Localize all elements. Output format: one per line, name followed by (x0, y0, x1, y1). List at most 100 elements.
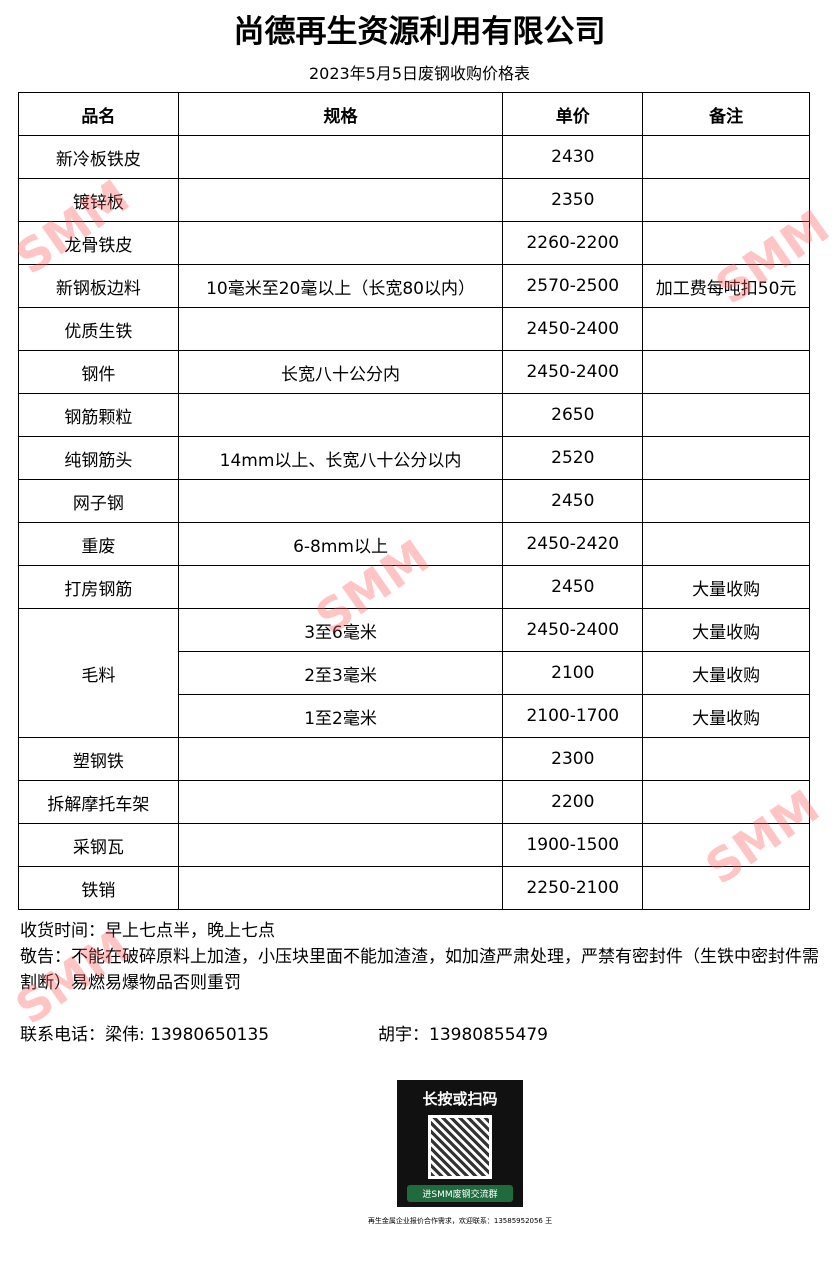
table-cell: 2450-2420 (502, 522, 644, 566)
table-cell: 镀锌板 (18, 178, 179, 222)
table-cell (642, 823, 810, 867)
table-cell: 2430 (502, 135, 644, 179)
table-cell: 龙骨铁皮 (18, 221, 179, 265)
company-title: 尚德再生资源利用有限公司 (233, 14, 606, 50)
table-cell: 2100 (502, 651, 644, 695)
table-cell: 2300 (502, 737, 644, 781)
table-row: 塑钢铁 2300 (18, 737, 810, 781)
table-cell: 3至6毫米 (177, 608, 504, 652)
qr-heading: 长按或扫码 (422, 1090, 498, 1108)
table-cell (642, 522, 810, 566)
table-cell (177, 565, 504, 609)
table-cell (177, 479, 504, 523)
table-cell: 新钢板边料 (18, 264, 179, 308)
table-cell: 14mm以上、长宽八十公分以内 (177, 436, 504, 480)
qr-code-image[interactable] (428, 1115, 492, 1179)
table-cell (642, 350, 810, 394)
table-row: 优质生铁 2450-2400 (18, 307, 810, 351)
table-cell (177, 178, 504, 222)
table-row: 毛料 3至6毫米 2450-2400 大量收购 (18, 608, 810, 738)
table-cell: 网子钢 (18, 479, 179, 523)
table-cell: 大量收购 (642, 651, 810, 695)
qr-badge: 进SMM废钢交流群 (407, 1185, 513, 1202)
column-header: 备注 (642, 92, 810, 136)
table-row: 网子钢 2450 (18, 479, 810, 523)
table-cell: 2200 (502, 780, 644, 824)
column-header: 单价 (502, 92, 644, 136)
warning-text: 敬告：不能在破碎原料上加渣，小压块里面不能加渣渣，如加渣严肃处理，严禁有密封件（… (20, 947, 819, 993)
table-cell: 2570-2500 (502, 264, 644, 308)
table-cell: 拆解摩托车架 (18, 780, 179, 824)
table-cell: 铁销 (18, 866, 179, 910)
table-cell (642, 479, 810, 523)
table-cell: 塑钢铁 (18, 737, 179, 781)
table-cell: 2260-2200 (502, 221, 644, 265)
contact-secondary: 胡宇：13980855479 (378, 1025, 548, 1045)
table-cell (642, 135, 810, 179)
table-cell (642, 780, 810, 824)
table-cell: 钢件 (18, 350, 179, 394)
table-row: 镀锌板 2350 (18, 178, 810, 222)
table-row: 钢筋颗粒 2650 (18, 393, 810, 437)
table-row: 新钢板边料 10毫米至20毫以上（长宽80以内） 2570-2500 加工费每吨扣50… (18, 264, 810, 308)
column-header: 规格 (177, 92, 504, 136)
table-cell (642, 436, 810, 480)
table-cell: 2450 (502, 479, 644, 523)
table-row: 拆解摩托车架 2200 (18, 780, 810, 824)
table-cell (177, 780, 504, 824)
table-cell (177, 737, 504, 781)
table-cell: 2至3毫米 (177, 651, 504, 695)
table-row: 钢件 长宽八十公分内 2450-2400 (18, 350, 810, 394)
table-cell (177, 135, 504, 179)
table-row: 新冷板铁皮 2430 (18, 135, 810, 179)
table-cell (642, 178, 810, 222)
table-row: 铁销 2250-2100 (18, 866, 810, 910)
contact-info: 联系电话：梁伟: 13980650135 胡宇：13980855479 (20, 1020, 548, 1045)
table-cell: 2450 (502, 565, 644, 609)
table-cell: 1900-1500 (502, 823, 644, 867)
table-cell (177, 221, 504, 265)
table-cell: 长宽八十公分内 (177, 350, 504, 394)
table-cell (177, 393, 504, 437)
table-cell: 优质生铁 (18, 307, 179, 351)
table-cell: 2450-2400 (502, 608, 644, 652)
table-row: 重废 6-8mm以上 2450-2420 (18, 522, 810, 566)
table-cell: 加工费每吨扣50元 (642, 264, 810, 308)
table-cell: 采钢瓦 (18, 823, 179, 867)
table-cell (642, 307, 810, 351)
price-table: 品名 规格 单价 备注 新冷板铁皮 2430 镀锌板 2350 龙骨铁皮 2260-2200 新钢… (18, 92, 810, 910)
table-cell (177, 866, 504, 910)
notes: 收货时间：早上七点半，晚上七点 敬告：不能在破碎原料上加渣，小压块里面不能加渣渣… (20, 918, 820, 996)
qr-code-banner[interactable]: 长按或扫码 进SMM废钢交流群 (397, 1080, 523, 1207)
column-header: 品名 (18, 92, 179, 136)
table-cell (642, 737, 810, 781)
table-cell: 2650 (502, 393, 644, 437)
table-row: 打房钢筋 2450 大量收购 (18, 565, 810, 609)
table-cell: 大量收购 (642, 565, 810, 609)
table-cell (177, 307, 504, 351)
table-cell: 2250-2100 (502, 866, 644, 910)
table-cell: 1至2毫米 (177, 694, 504, 738)
table-cell: 毛料 (18, 608, 179, 738)
table-cell: 2450-2400 (502, 307, 644, 351)
table-cell: 大量收购 (642, 694, 810, 738)
footer-text: 再生金属企业报价合作需求，欢迎联系：13585952056 王 (367, 1217, 553, 1225)
contact-primary: 联系电话：梁伟: 13980650135 (20, 1025, 270, 1045)
table-cell: 钢筋颗粒 (18, 393, 179, 437)
table-cell: 2100-1700 (502, 694, 644, 738)
table-row: 纯钢筋头 14mm以上、长宽八十公分以内 2520 (18, 436, 810, 480)
table-cell: 10毫米至20毫以上（长宽80以内） (177, 264, 504, 308)
table-cell: 大量收购 (642, 608, 810, 652)
table-row: 龙骨铁皮 2260-2200 (18, 221, 810, 265)
table-row: 1至2毫米 2100-1700 大量收购 (19, 694, 810, 738)
table-cell (642, 221, 810, 265)
table-cell: 2520 (502, 436, 644, 480)
table-cell: 6-8mm以上 (177, 522, 504, 566)
table-cell (642, 393, 810, 437)
table-row: 采钢瓦 1900-1500 (18, 823, 810, 867)
table-cell (642, 866, 810, 910)
table-row: 2至3毫米 2100 大量收购 (19, 651, 810, 695)
receiving-hours: 收货时间：早上七点半，晚上七点 (20, 921, 275, 941)
table-cell: 打房钢筋 (18, 565, 179, 609)
table-cell (177, 823, 504, 867)
